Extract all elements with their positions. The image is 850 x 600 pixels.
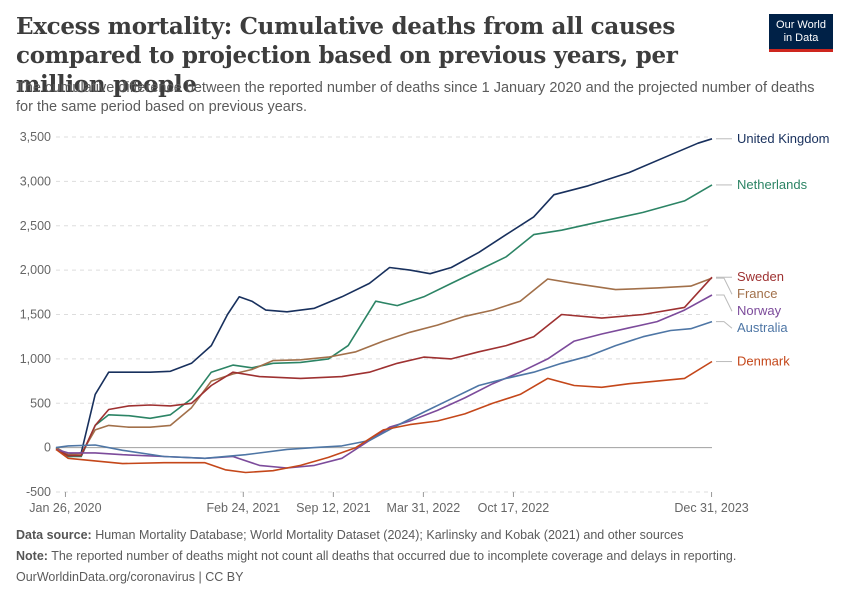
legend-label-france[interactable]: France <box>737 286 777 301</box>
y-tick-label: 0 <box>44 441 51 455</box>
owid-logo[interactable]: Our World in Data <box>769 14 833 52</box>
x-tick-label: Mar 31, 2022 <box>387 501 461 515</box>
legend-label-denmark[interactable]: Denmark <box>737 354 790 369</box>
y-tick-label: 2,000 <box>20 263 51 277</box>
note: Note: The reported number of deaths migh… <box>16 549 836 563</box>
source-text: Human Mortality Database; World Mortalit… <box>91 528 684 542</box>
series-line-france[interactable] <box>55 277 713 456</box>
data-source: Data source: Human Mortality Database; W… <box>16 528 836 542</box>
series-line-sweden[interactable] <box>55 276 713 457</box>
x-tick-label: Sep 12, 2021 <box>296 501 370 515</box>
x-tick-label: Feb 24, 2021 <box>206 501 280 515</box>
legend-label-united-kingdom[interactable]: United Kingdom <box>737 131 830 146</box>
legend-connector <box>716 294 733 312</box>
legend-labels: United Kingdom Netherlands France Sweden Nor… <box>716 131 830 369</box>
chart-title: Excess mortality: Cumulative deaths from… <box>16 13 678 98</box>
series-line-netherlands[interactable] <box>55 184 713 458</box>
y-tick-label: 1,500 <box>20 308 51 322</box>
note-label: Note: <box>16 549 48 563</box>
legend-connector <box>716 277 733 295</box>
series-line-denmark[interactable] <box>55 360 713 474</box>
y-tick-label: 500 <box>30 396 51 410</box>
y-tick-label: -500 <box>26 485 51 499</box>
note-text: The reported number of deaths might not … <box>47 549 737 563</box>
legend-label-netherlands[interactable]: Netherlands <box>737 177 808 192</box>
x-tick-label: Oct 17, 2022 <box>478 501 550 515</box>
series-line-australia[interactable] <box>55 320 713 460</box>
source-label: Data source: <box>16 528 92 542</box>
x-tick-label: Dec 31, 2023 <box>674 501 748 515</box>
y-tick-label: 1,000 <box>20 352 51 366</box>
series-layer <box>55 138 713 474</box>
series-line-norway[interactable] <box>55 294 713 469</box>
y-tick-label: 3,000 <box>20 174 51 188</box>
logo-line-2: in Data <box>783 32 819 44</box>
x-axis: Jan 26, 2020 Feb 24, 2021 Sep 12, 2021 Mar … <box>29 492 749 515</box>
y-tick-label: 2,500 <box>20 219 51 233</box>
y-tick-label: 3,500 <box>20 130 51 144</box>
legend-label-sweden[interactable]: Sweden <box>737 269 784 284</box>
legend-label-australia[interactable]: Australia <box>737 320 788 335</box>
x-tick-label: Jan 26, 2020 <box>29 501 101 515</box>
legend-label-norway[interactable]: Norway <box>737 303 782 318</box>
license-link[interactable]: OurWorldinData.org/coronavirus | CC BY <box>16 570 244 584</box>
series-line-united-kingdom[interactable] <box>55 138 713 456</box>
logo-line-1: Our World <box>776 19 826 31</box>
chart-subtitle: The cumulative difference between the re… <box>16 80 815 115</box>
grid-layer: -500 0 500 1,000 1,500 2,000 2,500 3,000 3,500 <box>20 130 712 499</box>
legend-connector <box>716 321 733 329</box>
